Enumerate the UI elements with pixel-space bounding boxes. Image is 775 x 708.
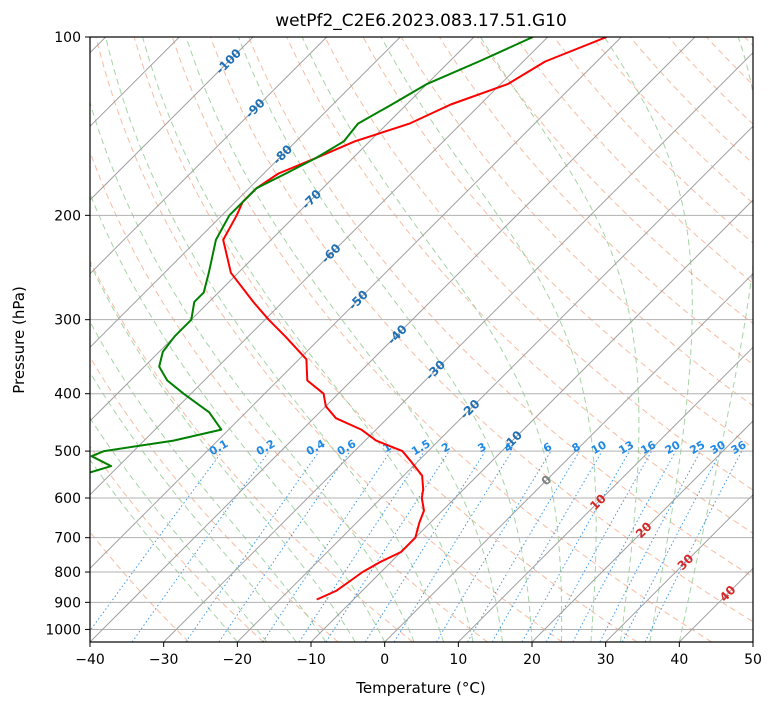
x-tick-label: −20 xyxy=(223,652,253,668)
x-tick-label: 10 xyxy=(449,652,467,668)
isotherm-line xyxy=(531,420,753,642)
mixing-ratio-line xyxy=(185,450,320,642)
dry-adiabat-line xyxy=(248,37,753,578)
isotherm-line xyxy=(384,272,753,642)
dewpoint-profile-line xyxy=(90,37,534,474)
x-tick-label: 40 xyxy=(670,652,688,668)
mixing-ratio-line xyxy=(393,450,513,642)
dry-adiabat-line xyxy=(400,37,753,407)
x-tick-label: 0 xyxy=(380,652,389,668)
dry-adiabat-line xyxy=(133,37,638,642)
mixing-ratio-line xyxy=(262,450,392,642)
moist-adiabat-line xyxy=(90,458,238,642)
x-axis-ticks: −40 −30 −20 −10 0 10 20 30 40 50 xyxy=(75,642,762,668)
y-tick-label: 1000 xyxy=(45,622,81,638)
y-tick-label: 400 xyxy=(54,387,81,403)
mixing-ratio-line xyxy=(545,450,653,642)
moist-adiabat-line xyxy=(678,37,753,642)
moist-adiabat-line xyxy=(90,320,327,642)
y-tick-label: 800 xyxy=(54,565,81,581)
moist-adiabat-line xyxy=(479,37,640,642)
y-axis-ticks: 100 200 300 400 500 600 700 800 900 1000 xyxy=(45,30,90,638)
mixing-ratio-line xyxy=(131,450,270,642)
moist-adiabat-line xyxy=(90,100,415,642)
isotherm-line xyxy=(236,125,753,642)
x-axis-label: Temperature (°C) xyxy=(355,679,485,697)
isotherm-line xyxy=(90,37,254,201)
x-tick-label: 30 xyxy=(597,652,615,668)
dry-adiabat-line xyxy=(553,37,753,244)
x-tick-label: 20 xyxy=(523,652,541,668)
isotherm-line xyxy=(90,37,549,496)
isotherm-line xyxy=(163,51,753,642)
moist-adiabat-line xyxy=(90,417,268,642)
mixing-ratio-line xyxy=(90,450,223,632)
isotherm-line xyxy=(90,37,401,349)
y-axis-label: Pressure (hPa) xyxy=(10,286,28,394)
y-tick-label: 700 xyxy=(54,531,81,547)
isobar-gridlines xyxy=(90,37,753,630)
x-tick-label: −30 xyxy=(149,652,179,668)
x-tick-label: −40 xyxy=(75,652,105,668)
moist-adiabat-line xyxy=(185,37,503,642)
mixing-ratio-line xyxy=(644,450,743,642)
mixing-ratio-line xyxy=(218,450,351,642)
mixing-ratio-line xyxy=(298,450,425,642)
moist-adiabat-line xyxy=(301,37,563,642)
plot-frame xyxy=(89,36,754,643)
moist-adiabat-line xyxy=(380,37,597,642)
y-tick-label: 500 xyxy=(54,444,81,460)
dry-adiabat-line xyxy=(438,37,753,366)
dry-adiabat-line xyxy=(90,445,264,642)
dry-adiabat-line xyxy=(324,37,753,491)
isotherm-line xyxy=(90,37,622,570)
moist-adiabat-line xyxy=(90,371,297,642)
moist-adiabat-line xyxy=(142,37,474,642)
isotherm-line xyxy=(457,346,753,642)
x-tick-label: 50 xyxy=(744,652,762,668)
y-tick-label: 200 xyxy=(54,208,81,224)
y-tick-label: 100 xyxy=(54,30,81,46)
x-tick-label: −10 xyxy=(296,652,326,668)
y-tick-label: 900 xyxy=(54,595,81,611)
moist-adiabat-line xyxy=(90,262,356,642)
dry-adiabat-line xyxy=(286,37,753,534)
isotherm-line xyxy=(90,37,328,275)
dry-adiabat-line xyxy=(210,37,753,623)
dry-adiabat-line xyxy=(171,37,712,642)
dry-adiabat-line xyxy=(90,259,414,642)
dry-adiabat-line xyxy=(95,37,563,642)
sounding-profiles xyxy=(90,37,607,601)
y-tick-label: 300 xyxy=(54,313,81,329)
dry-adiabat-line xyxy=(362,37,753,449)
moist-adiabats xyxy=(90,37,753,642)
y-tick-label: 600 xyxy=(54,491,81,507)
moist-adiabat-line xyxy=(603,37,693,642)
dry-adiabat-line xyxy=(629,37,753,165)
dry-adiabat-line xyxy=(90,150,488,642)
plot-area: -100-90-80-70-60-50-40-30-20-10010203040… xyxy=(90,37,753,642)
chart-title: wetPf2_C2E6.2023.083.17.51.G10 xyxy=(275,11,567,31)
mixing-ratio-line xyxy=(572,450,677,642)
isotherm-line xyxy=(90,37,696,642)
mixing-ratio-line xyxy=(521,450,630,642)
isotherm-line xyxy=(605,493,753,642)
moist-adiabat-line xyxy=(90,192,386,642)
